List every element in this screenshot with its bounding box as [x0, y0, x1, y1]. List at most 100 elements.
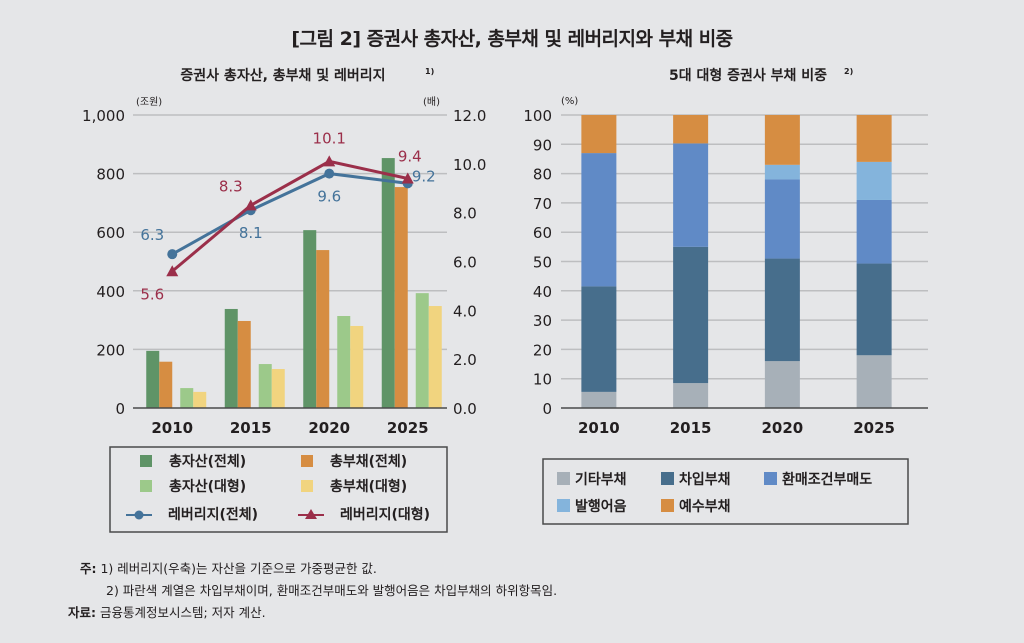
legend-label: 총자산(전체) [169, 453, 246, 470]
note-1: 1) 레버리지(우축)는 자산을 기준으로 가중평균한 값. [100, 561, 377, 576]
right-chart-title-sup: 2) [844, 67, 853, 76]
pct-y-tick: 100 [523, 107, 552, 125]
pct-y-tick: 10 [533, 371, 552, 389]
bar-3 [193, 391, 207, 408]
bar-0 [381, 158, 395, 408]
stacked-segment-2 [581, 153, 617, 287]
note-label: 주: [80, 561, 97, 576]
pct-y-tick: 40 [533, 283, 552, 301]
pct-y-tick: 80 [533, 166, 552, 184]
stacked-segment-3 [856, 161, 892, 200]
right-legend-box [542, 458, 909, 525]
bar-2 [415, 293, 429, 408]
data-label: 8.1 [239, 224, 263, 242]
right-y-unit: (배) [423, 96, 440, 108]
left-y-tick: 200 [96, 341, 125, 359]
legend-label: 총자산(대형) [169, 478, 246, 495]
left-y-tick: 800 [96, 166, 125, 184]
legend-marker [134, 510, 144, 520]
left-y-tick: 1,000 [82, 107, 125, 125]
bar-1 [316, 250, 330, 408]
data-label: 10.1 [313, 129, 346, 147]
leverage-point [166, 265, 179, 277]
bar-3 [350, 325, 364, 408]
stacked-segment-3 [764, 164, 800, 180]
pct-x-tick: 2025 [853, 419, 895, 437]
stacked-segment-0 [673, 383, 709, 408]
left-x-tick: 2015 [230, 419, 272, 437]
bar-2 [180, 388, 194, 408]
legend-label: 발행어음 [575, 498, 627, 515]
left-y-unit: (조원) [136, 96, 162, 108]
data-label: 8.3 [219, 177, 243, 195]
source-label: 자료: [68, 605, 96, 620]
left-x-tick: 2020 [308, 419, 350, 437]
legend-label: 차입부채 [679, 472, 731, 488]
legend-swatch [301, 480, 313, 492]
legend-swatch [661, 472, 674, 485]
legend-swatch [661, 499, 674, 512]
legend-swatch [301, 455, 313, 467]
bar-0 [224, 308, 238, 408]
left-y-tick: 600 [96, 224, 125, 242]
leverage-point [401, 172, 414, 184]
stacked-segment-1 [764, 258, 800, 362]
stacked-segment-4 [581, 115, 617, 154]
data-label: 6.3 [140, 226, 164, 244]
pct-y-tick: 30 [533, 312, 552, 330]
pct-y-unit: (%) [561, 96, 578, 107]
stacked-segment-1 [856, 263, 892, 356]
bar-0 [303, 230, 317, 408]
legend-swatch [140, 480, 152, 492]
data-label: 9.2 [412, 167, 436, 185]
right-y-tick: 10.0 [453, 156, 486, 174]
pct-y-tick: 90 [533, 136, 552, 154]
left-x-tick: 2025 [387, 419, 429, 437]
leverage-point [244, 199, 257, 211]
bar-3 [428, 306, 442, 408]
data-label: 9.6 [317, 188, 341, 206]
source-text: 금융통계정보시스템; 저자 계산. [99, 605, 266, 620]
stacked-segment-4 [764, 115, 800, 165]
legend-label: 레버리지(전체) [168, 506, 258, 523]
bar-3 [271, 369, 285, 408]
pct-x-tick: 2010 [578, 419, 620, 437]
pct-y-tick: 50 [533, 254, 552, 272]
pct-x-tick: 2015 [670, 419, 712, 437]
stacked-segment-0 [856, 355, 892, 408]
leverage-line-1 [171, 159, 409, 273]
bar-2 [337, 315, 351, 408]
pct-y-tick: 60 [533, 224, 552, 242]
right-y-tick: 8.0 [453, 205, 477, 223]
left-chart-title-sup: 1) [425, 67, 434, 76]
left-legend-box [109, 446, 448, 533]
right-y-tick: 0.0 [453, 400, 477, 418]
bar-2 [258, 364, 272, 408]
note-2: 2) 파란색 계열은 차입부채이며, 환매조건부매도와 발행어음은 차입부채의 … [106, 583, 558, 598]
legend-swatch [557, 499, 570, 512]
left-y-tick: 0 [115, 400, 125, 418]
legend-label: 예수부채 [679, 499, 731, 515]
stacked-segment-1 [581, 286, 617, 392]
right-y-tick: 6.0 [453, 254, 477, 272]
right-y-tick: 2.0 [453, 351, 477, 369]
left-chart-title: 증권사 총자산, 총부채 및 레버리지 [180, 67, 385, 84]
leverage-point [324, 168, 335, 179]
leverage-point [323, 155, 336, 167]
stacked-segment-2 [673, 143, 709, 247]
stacked-segment-4 [673, 115, 709, 144]
legend-label: 기타부채 [575, 472, 627, 488]
stacked-segment-0 [581, 391, 617, 408]
stacked-segment-2 [764, 179, 800, 259]
bar-0 [146, 350, 160, 408]
right-y-tick: 12.0 [453, 107, 486, 125]
legend-marker [305, 509, 317, 519]
legend-label: 총부채(전체) [330, 453, 407, 470]
legend-label: 총부채(대형) [330, 478, 407, 495]
legend-label: 레버리지(대형) [340, 506, 430, 523]
legend-swatch [557, 472, 570, 485]
stacked-segment-2 [856, 199, 892, 264]
pct-y-tick: 0 [542, 400, 552, 418]
stacked-segment-0 [764, 361, 800, 408]
